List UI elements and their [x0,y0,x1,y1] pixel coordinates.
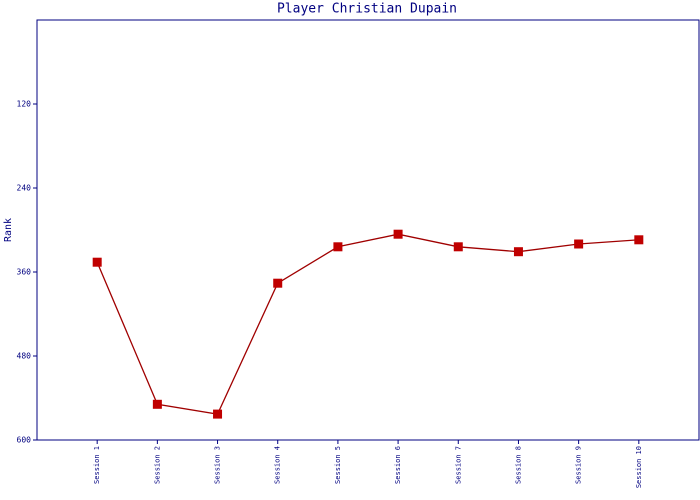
x-tick-label: Session 9 [575,446,583,484]
point-marker [213,409,223,419]
point-marker [152,399,162,409]
x-tick-label: Session 4 [274,446,282,484]
point-marker [92,257,102,267]
x-tick-label: Session 5 [334,446,342,484]
y-tick-label: 600 [17,436,32,445]
point-marker [574,239,584,249]
point-marker [273,278,283,288]
line-series [96,233,639,415]
y-tick-label: 480 [17,352,32,361]
y-tick-label: 240 [17,184,32,193]
x-tick-label: Session 10 [635,446,643,488]
x-tick-label: Session 6 [394,446,402,484]
y-tick-label: 120 [17,100,32,109]
point-marker [513,247,523,257]
y-tick-label: 360 [17,268,32,277]
x-tick-label: Session 3 [214,446,222,484]
point-marker [453,242,463,252]
point-marker [393,229,403,239]
x-tick-label: Session 2 [153,446,161,484]
plot-frame [36,19,700,441]
y-axis-label: Rank [3,218,14,242]
x-tick-label: Session 1 [93,446,101,484]
point-marker [634,235,644,245]
chart-title: Player Christian Dupain [277,2,457,17]
point-marker [333,242,343,252]
x-tick-label: Session 8 [514,446,522,484]
x-tick-label: Session 7 [454,446,462,484]
